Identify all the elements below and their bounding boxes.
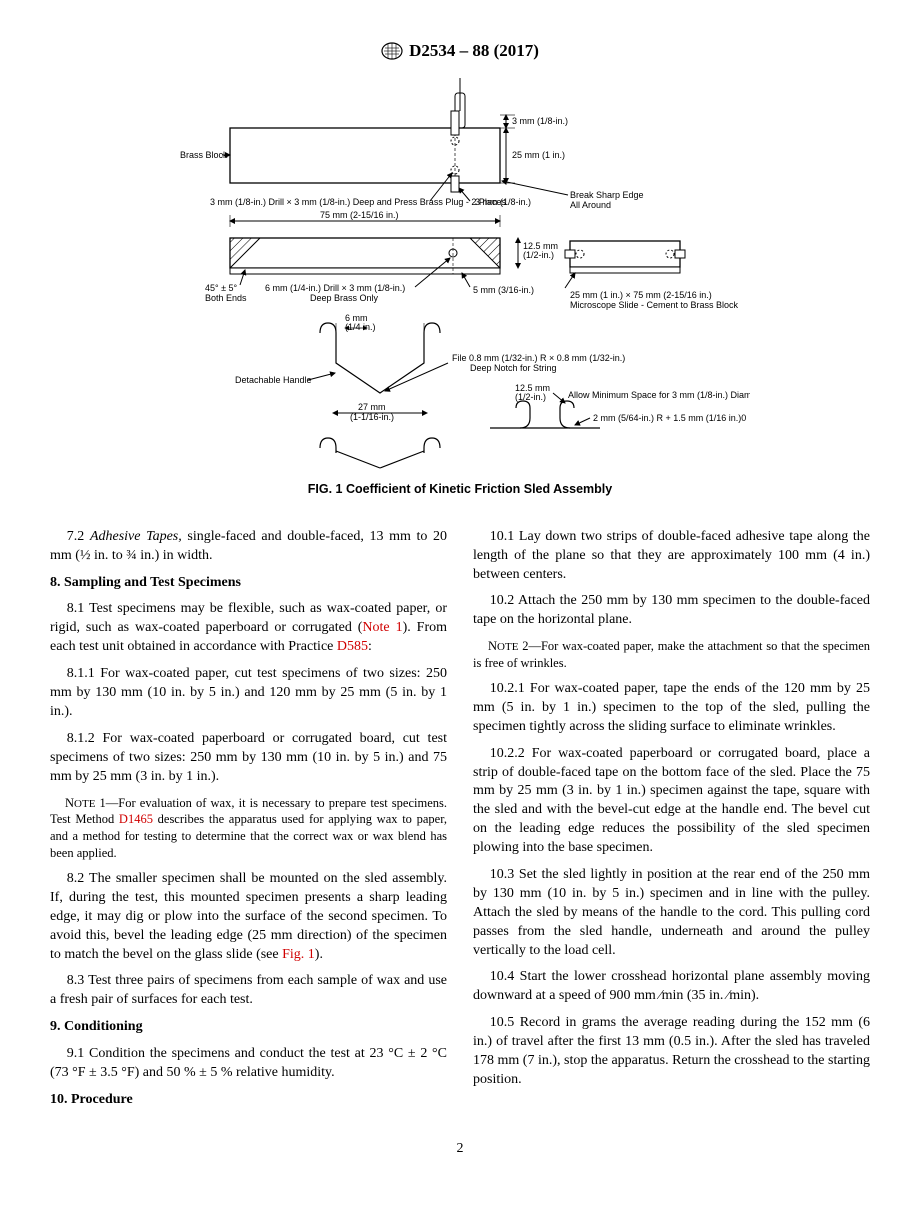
lbl-12-5mm-a: 12.5 mm(1/2-in.) [523, 241, 558, 260]
lbl-3mm-b: 3 mm (1/8-in.) [475, 197, 531, 207]
lbl-12-5mm-b: 12.5 mm(1/2-in.) [515, 383, 550, 402]
lbl-brass-block: Brass Block [180, 150, 228, 160]
para-7-2: 7.2 Adhesive Tapes, single-faced and dou… [50, 528, 447, 566]
figure-caption: FIG. 1 Coefficient of Kinetic Friction S… [50, 481, 870, 498]
note-1: NOTE 1—For evaluation of wax, it is nece… [50, 795, 447, 863]
page-number: 2 [50, 1140, 870, 1159]
link-d585[interactable]: D585 [337, 639, 368, 654]
para-10-2: 10.2 Attach the 250 mm by 130 mm specime… [473, 592, 870, 630]
lbl-25mm: 25 mm (1 in.) [512, 150, 565, 160]
para-10-4: 10.4 Start the lower crosshead horizonta… [473, 968, 870, 1006]
figure-1: Brass Block 3 mm (1/8-in.) 25 mm (1 in.)… [50, 73, 870, 498]
para-8-1-1: 8.1.1 For wax-coated paper, cut test spe… [50, 665, 447, 722]
lbl-3mm-a: 3 mm (1/8-in.) [512, 116, 568, 126]
para-8-2: 8.2 The smaller specimen shall be mounte… [50, 870, 447, 964]
heading-10: 10. Procedure [50, 1091, 447, 1110]
note-2: NOTE 2—For wax-coated paper, make the at… [473, 638, 870, 672]
designation: D2534 – 88 (2017) [409, 40, 539, 63]
lbl-detach-handle: Detachable Handle [235, 375, 312, 385]
lbl-2mm: 2 mm (5/64-in.) R + 1.5 mm (1/16 in.)0 [593, 413, 746, 423]
para-10-5: 10.5 Record in grams the average reading… [473, 1014, 870, 1090]
page-header: D2534 – 88 (2017) [50, 40, 870, 63]
para-10-2-1: 10.2.1 For wax-coated paper, tape the en… [473, 680, 870, 737]
para-10-3: 10.3 Set the sled lightly in position at… [473, 866, 870, 960]
lbl-5mm: 5 mm (3/16-in.) [473, 285, 534, 295]
heading-8: 8. Sampling and Test Specimens [50, 574, 447, 593]
svg-text:27 mm(1-1/16-in.): 27 mm(1-1/16-in.) [350, 402, 394, 422]
lbl-drill-deep: 6 mm (1/4-in.) Drill × 3 mm (1/8-in.)Dee… [265, 283, 405, 303]
body-columns: 7.2 Adhesive Tapes, single-faced and dou… [50, 528, 870, 1110]
para-10-2-2: 10.2.2 For wax-coated paperboard or corr… [473, 745, 870, 858]
lbl-slide: 25 mm (1 in.) × 75 mm (2-15/16 in.)Micro… [570, 290, 739, 310]
astm-logo [381, 42, 403, 60]
link-note-1[interactable]: Note 1 [362, 620, 402, 635]
lbl-drill-plug: 3 mm (1/8-in.) Drill × 3 mm (1/8-in.) De… [210, 197, 506, 207]
lbl-6mm: 6 mm(1/4 in.) [345, 313, 376, 332]
para-8-1-2: 8.1.2 For wax-coated paperboard or corru… [50, 730, 447, 787]
para-9-1: 9.1 Condition the specimens and conduct … [50, 1045, 447, 1083]
link-d1465[interactable]: D1465 [119, 812, 153, 826]
lbl-bevel: 45° ± 5°Both Ends [205, 283, 247, 303]
para-10-1: 10.1 Lay down two strips of double-faced… [473, 528, 870, 585]
lbl-75mm: 75 mm (2-15/16 in.) [320, 210, 399, 220]
heading-9: 9. Conditioning [50, 1018, 447, 1037]
lbl-allow-space: Allow Minimum Space for 3 mm (1/8-in.) D… [568, 390, 750, 400]
link-fig-1[interactable]: Fig. 1 [282, 947, 315, 962]
para-8-3: 8.3 Test three pairs of specimens from e… [50, 972, 447, 1010]
lbl-break-edge: Break Sharp EdgeAll Around [570, 190, 644, 210]
lbl-file-notch: File 0.8 mm (1/32-in.) R × 0.8 mm (1/32-… [452, 353, 625, 373]
para-8-1: 8.1 Test specimens may be flexible, such… [50, 600, 447, 657]
